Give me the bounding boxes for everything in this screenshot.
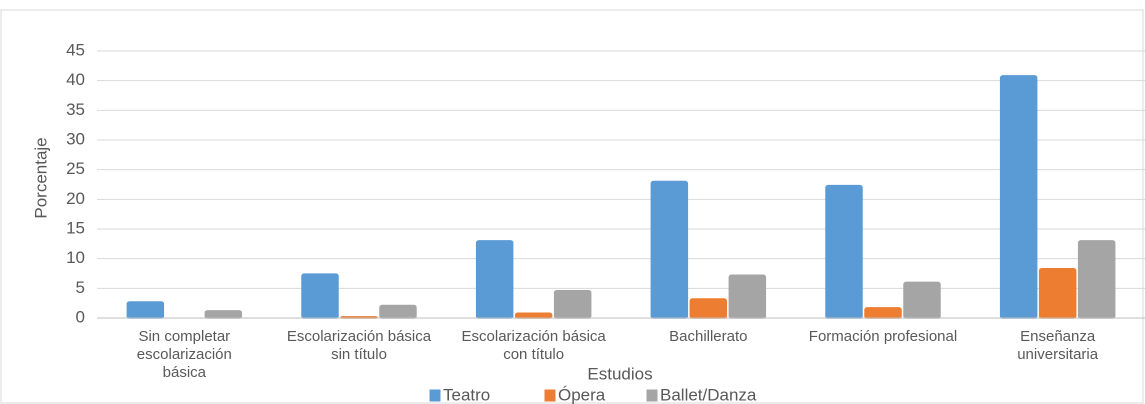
y-tick-label: 45 <box>66 40 85 59</box>
bar <box>728 274 767 319</box>
bar <box>553 289 592 319</box>
legend-label: Ópera <box>558 385 606 404</box>
x-tick-label: Escolarización básica con título <box>461 328 606 363</box>
y-tick-label: 15 <box>66 218 85 237</box>
x-tick-label: Escolarización básica sin título <box>286 328 432 363</box>
chart-frame <box>0 9 1144 404</box>
x-tick-label-box: Bachillerato <box>669 328 748 345</box>
x-tick-label: Formación profesional <box>808 328 958 345</box>
bar <box>825 184 863 319</box>
bar <box>999 75 1038 319</box>
bar <box>650 180 689 319</box>
x-tick-label: Bachillerato <box>669 328 748 345</box>
y-tick-label: 20 <box>66 189 85 208</box>
bar <box>204 310 243 319</box>
x-tick-label-box: Escolarización básica sin título <box>286 328 432 363</box>
y-tick-label: 25 <box>66 159 85 178</box>
y-tick-label: 30 <box>66 129 85 148</box>
legend-swatch <box>429 389 441 402</box>
x-tick-label-box: Sin completar escolarización básica <box>136 328 232 381</box>
y-tick-label: 0 <box>76 307 85 326</box>
y-tick-label: 40 <box>66 70 85 89</box>
y-tick-label: 10 <box>66 248 85 267</box>
y-axis-title: Porcentaje <box>31 137 50 218</box>
x-tick-label: Enseñanza universitaria <box>1017 328 1099 363</box>
bar <box>903 281 941 319</box>
legend-label: Ballet/Danza <box>660 385 757 404</box>
x-tick-label-box: Enseñanza universitaria <box>1017 328 1099 363</box>
bar <box>1077 240 1116 319</box>
bar <box>1038 268 1077 319</box>
bar <box>475 240 514 319</box>
legend-swatch <box>646 389 658 402</box>
legend-label: Teatro <box>443 385 490 404</box>
bar <box>301 273 339 319</box>
bar <box>689 298 728 319</box>
x-axis-title: Estudios <box>587 364 652 383</box>
x-tick-label-box: Escolarización básica con título <box>461 328 606 363</box>
x-tick-label: Sin completar escolarización básica <box>136 328 232 381</box>
y-tick-label: 35 <box>66 100 85 119</box>
bar <box>379 304 417 319</box>
bar <box>514 312 553 319</box>
bar <box>126 301 165 319</box>
x-tick-label-box: Formación profesional <box>808 328 958 345</box>
legend-swatch <box>544 389 556 402</box>
y-tick-label: 5 <box>76 278 85 297</box>
bar <box>864 307 902 319</box>
